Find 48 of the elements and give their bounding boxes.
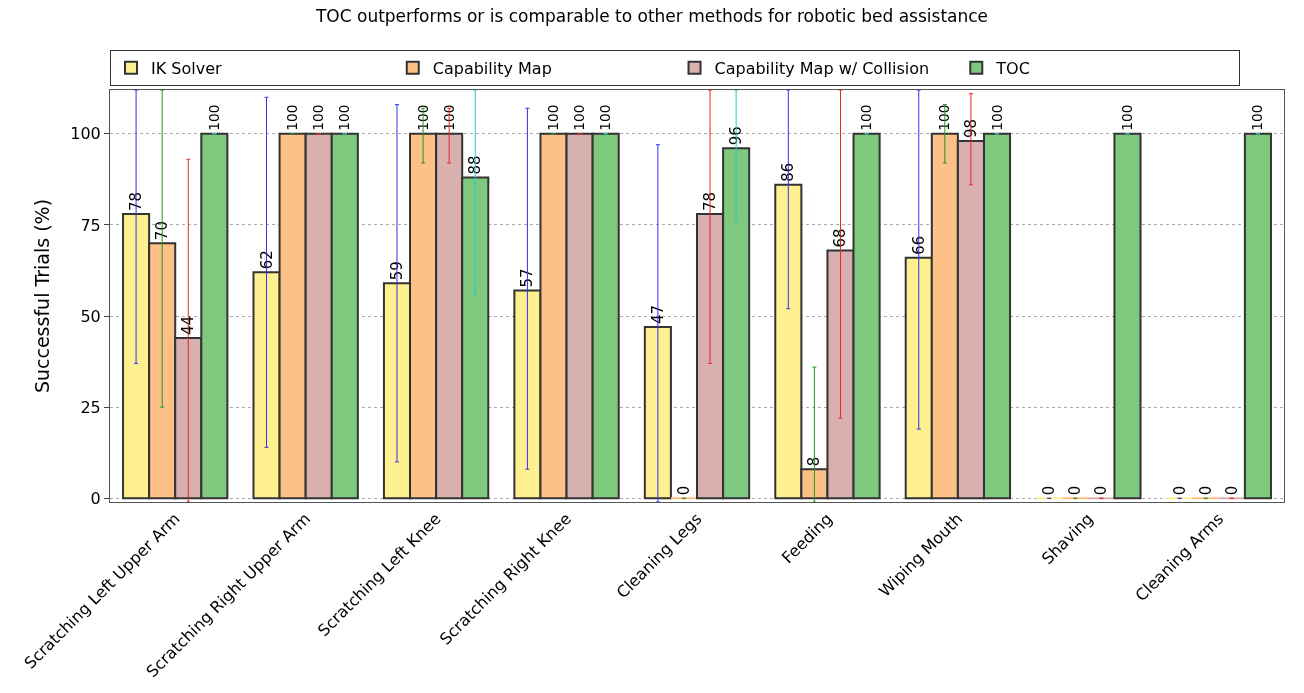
y-tick-label: 25 bbox=[80, 397, 101, 417]
data-label: 88 bbox=[466, 155, 485, 175]
data-label: 100 bbox=[571, 104, 588, 131]
data-label: 0 bbox=[1066, 485, 1085, 496]
data-label: 96 bbox=[727, 126, 746, 146]
data-label: 0 bbox=[1092, 485, 1111, 496]
data-label: 100 bbox=[310, 104, 327, 131]
data-label: 47 bbox=[648, 304, 667, 324]
data-label: 0 bbox=[1196, 485, 1215, 496]
data-label: 100 bbox=[597, 104, 614, 131]
legend-label: IK Solver bbox=[151, 59, 222, 79]
legend-label: Capability Map w/ Collision bbox=[714, 59, 930, 79]
data-label: 70 bbox=[153, 221, 172, 241]
data-label: 78 bbox=[127, 191, 146, 211]
data-label: 59 bbox=[387, 261, 406, 281]
data-label: 0 bbox=[1040, 485, 1059, 496]
y-tick-label: 75 bbox=[80, 215, 101, 235]
data-label: 100 bbox=[1249, 104, 1266, 131]
data-label: 100 bbox=[1119, 104, 1136, 131]
data-label: 8 bbox=[805, 456, 824, 467]
bar bbox=[1243, 132, 1272, 500]
data-label: 100 bbox=[545, 104, 562, 131]
bar bbox=[1113, 132, 1142, 500]
y-tick-label: 100 bbox=[70, 124, 101, 144]
data-label: 100 bbox=[858, 104, 875, 131]
y-axis-title: Successful Trials (%) bbox=[31, 198, 54, 394]
data-label: 100 bbox=[205, 104, 222, 131]
data-label: 78 bbox=[701, 191, 720, 211]
data-label: 66 bbox=[909, 235, 928, 255]
data-label: 57 bbox=[518, 268, 537, 288]
data-label: 100 bbox=[440, 104, 457, 131]
data-label: 100 bbox=[414, 104, 431, 131]
data-label: 0 bbox=[1170, 485, 1189, 496]
data-label: 100 bbox=[936, 104, 953, 131]
chart-title: TOC outperforms or is comparable to other methods for robotic bed assistance bbox=[314, 6, 989, 27]
data-label: 44 bbox=[179, 315, 198, 335]
data-label: 98 bbox=[961, 118, 980, 139]
legend-label: TOC bbox=[995, 59, 1030, 79]
data-label: 0 bbox=[1222, 485, 1241, 496]
data-label: 100 bbox=[336, 104, 353, 131]
bar bbox=[643, 325, 672, 500]
legend-label: Capability Map bbox=[432, 59, 552, 79]
data-label: 86 bbox=[779, 162, 798, 182]
data-label: 0 bbox=[674, 485, 693, 496]
y-tick-label: 0 bbox=[90, 488, 101, 508]
data-label: 100 bbox=[284, 104, 301, 131]
y-tick-label: 50 bbox=[80, 306, 101, 326]
data-label: 100 bbox=[988, 104, 1005, 131]
